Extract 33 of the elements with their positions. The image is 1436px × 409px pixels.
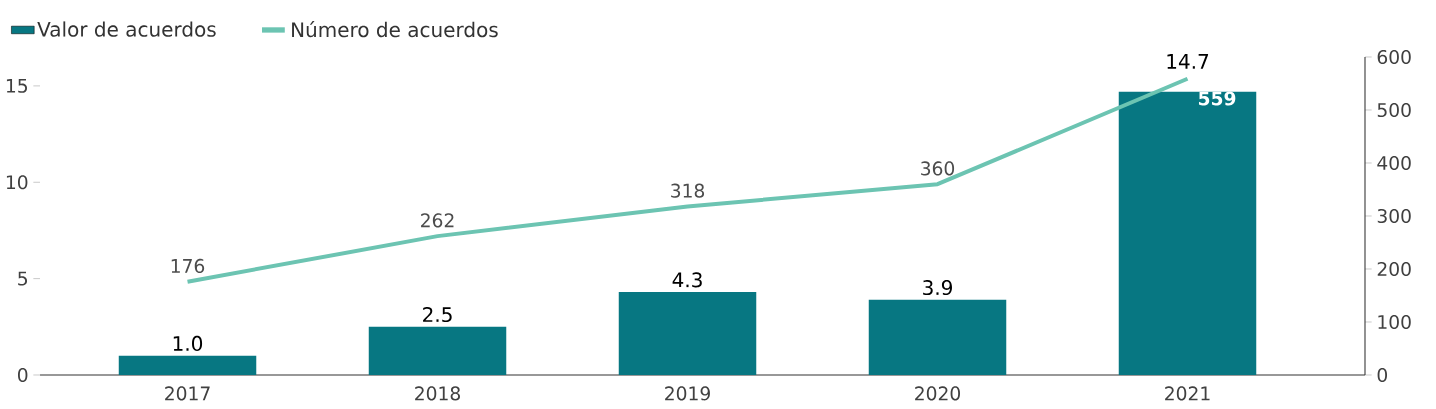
y2-tick-label: 600 — [1377, 49, 1411, 65]
data-label: 318 — [671, 183, 705, 198]
data-label: 360 — [921, 161, 955, 176]
data-label: 2.5 — [423, 306, 452, 323]
legend-label: Número de acuerdos — [292, 20, 498, 38]
y-tick-label: 0 — [17, 367, 28, 383]
x-tick-label: 2018 — [415, 386, 460, 401]
data-label: 3.9 — [923, 279, 952, 296]
y-tick-label: 5 — [18, 271, 28, 286]
data-label: 176 — [171, 258, 205, 274]
y2-tick-label: 100 — [1378, 314, 1411, 330]
bar — [1118, 91, 1257, 375]
x-tick-label: 2019 — [665, 386, 710, 401]
data-label: 14.7 — [1167, 54, 1209, 69]
x-tick-label: 2017 — [165, 386, 210, 401]
data-label: 262 — [421, 213, 454, 228]
bar — [118, 355, 257, 375]
legend-label: Valor de acuerdos — [37, 21, 216, 37]
x-tick-label: 2020 — [915, 386, 961, 401]
data-label: 1.0 — [173, 335, 203, 352]
y2-tick-label: 0 — [1377, 367, 1388, 383]
y-tick-label: 10 — [6, 175, 28, 190]
y2-tick-label: 400 — [1377, 155, 1411, 171]
bar — [618, 292, 757, 375]
data-label: 4.3 — [672, 272, 702, 288]
y-tick-label: 15 — [6, 78, 27, 93]
y2-tick-label: 300 — [1377, 208, 1411, 224]
bar — [368, 326, 507, 375]
bar — [868, 299, 1007, 375]
y2-tick-label: 500 — [1377, 102, 1411, 118]
x-tick-label: 2021 — [1165, 386, 1210, 401]
y2-tick-label: 200 — [1377, 261, 1411, 277]
data-label: 559 — [1198, 91, 1236, 106]
